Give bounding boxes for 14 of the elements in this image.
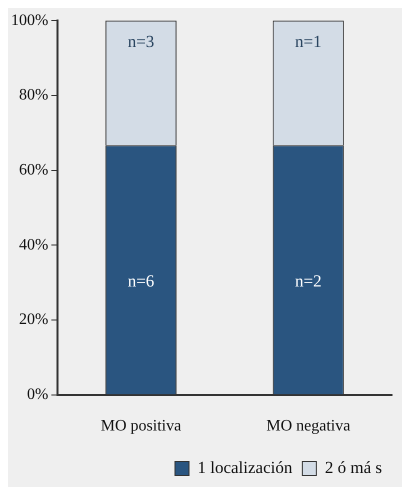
legend-label: 2 ó má s xyxy=(324,458,382,477)
x-tick-label: MO positiva xyxy=(100,418,182,435)
y-tick-label: 20% xyxy=(19,311,48,328)
annotation: n=1 xyxy=(295,32,322,52)
annotation: n=3 xyxy=(128,32,154,52)
y-tick-label: 60% xyxy=(19,161,48,178)
y-tick-label: 100% xyxy=(11,12,48,29)
legend-label: 1 localización xyxy=(197,458,293,477)
y-tick-label: 0% xyxy=(27,386,48,404)
y-tick-label: 80% xyxy=(19,86,48,104)
x-tick-label: MO negativa xyxy=(266,418,350,435)
y-tick-label: 40% xyxy=(19,236,48,254)
annotation: n=2 xyxy=(295,272,322,291)
annotation: n=6 xyxy=(128,272,154,291)
